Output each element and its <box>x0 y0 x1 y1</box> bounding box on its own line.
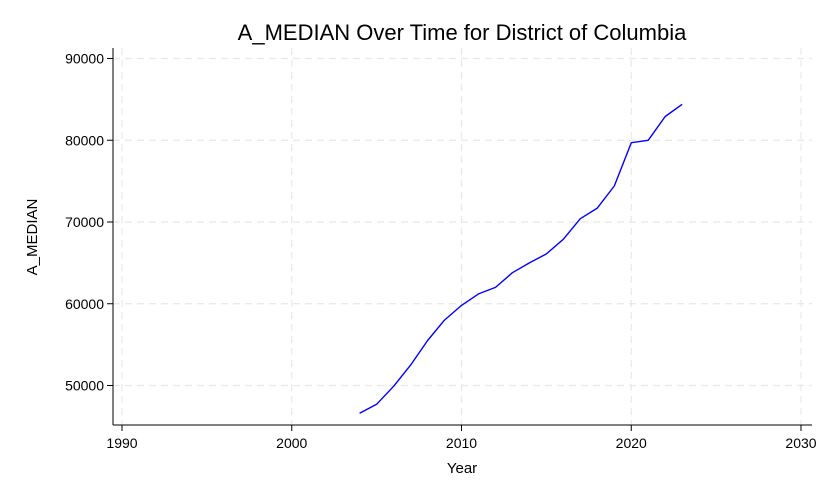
chart-title: A_MEDIAN Over Time for District of Colum… <box>238 20 687 45</box>
series-line <box>359 103 683 414</box>
x-tick-label: 1990 <box>106 435 137 451</box>
series-layer <box>359 103 683 414</box>
gridlines <box>113 48 812 425</box>
x-axis-title: Year <box>447 460 477 477</box>
x-tick-label: 2010 <box>446 435 477 451</box>
x-tick-label: 2030 <box>785 435 816 451</box>
y-tick-label: 70000 <box>65 214 104 230</box>
x-tick-label: 2000 <box>276 435 307 451</box>
y-tick-label: 90000 <box>65 51 104 67</box>
y-tick-label: 50000 <box>65 378 104 394</box>
x-tick-label: 2020 <box>616 435 647 451</box>
y-tick-label: 60000 <box>65 296 104 312</box>
axis-ticks: 1990 2000 2010 2020 2030 50000 60000 70000 80000… <box>65 51 817 452</box>
y-axis-title: A_MEDIAN <box>24 199 41 276</box>
y-tick-label: 80000 <box>65 132 104 148</box>
